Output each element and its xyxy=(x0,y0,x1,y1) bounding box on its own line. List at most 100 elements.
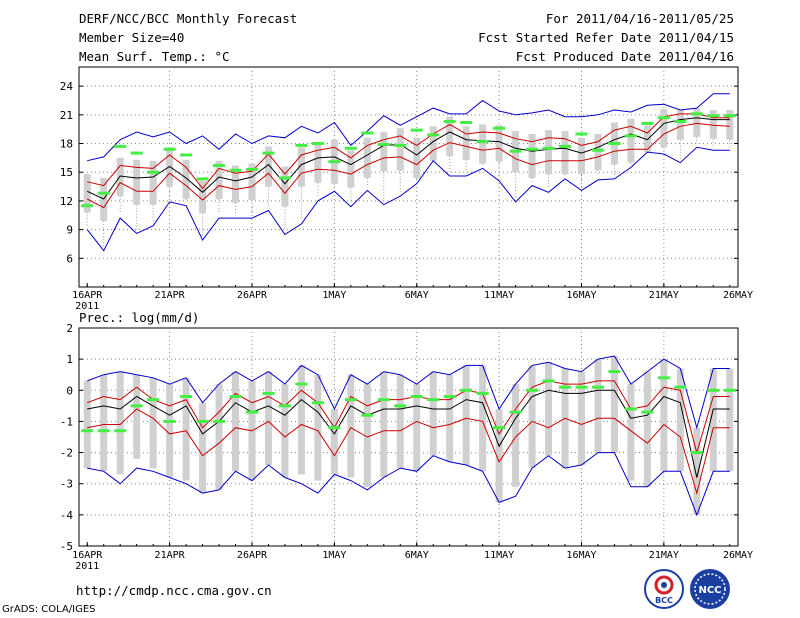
prec-spread-box xyxy=(281,384,289,478)
temp-member-mark xyxy=(229,168,242,172)
bcc-logo-text: BCC xyxy=(655,596,673,605)
temp-member-mark xyxy=(591,148,604,152)
prec-spread-box xyxy=(610,356,618,453)
fcst-produced-date: Fcst Produced Date 2011/04/16 xyxy=(515,49,734,64)
prec-lower-spread-line xyxy=(87,408,730,495)
prec-x-tick-label: 16MAY xyxy=(566,550,596,561)
prec-spread-box xyxy=(627,384,635,481)
temp-upper-spread-line xyxy=(87,113,730,190)
temp-spread-box xyxy=(297,147,305,187)
temp-spread-box xyxy=(413,137,421,178)
prec-y-tick-label: -1 xyxy=(60,415,73,428)
prec-x-tick-label: 11MAY xyxy=(484,550,514,561)
prec-spread-box xyxy=(232,371,240,472)
temp-member-mark xyxy=(509,149,522,153)
prec-spread-box xyxy=(215,384,223,490)
prec-spread-box xyxy=(199,402,207,494)
prec-x-tick-label: 1MAY xyxy=(322,550,346,561)
prec-spread-box xyxy=(100,374,108,472)
prec-member-mark xyxy=(262,391,275,395)
prec-min-line xyxy=(87,452,730,517)
temp-member-mark xyxy=(443,120,456,124)
temp-member-mark xyxy=(262,151,275,155)
bcc-logo: BCC xyxy=(644,569,684,609)
prec-member-mark xyxy=(460,388,473,392)
temp-x-tick-label: 21APR xyxy=(155,290,186,301)
temp-spread-box xyxy=(429,126,437,161)
prec-y-tick-label: -5 xyxy=(60,540,73,553)
prec-spread-box xyxy=(396,374,404,469)
temp-member-mark xyxy=(608,142,621,146)
temp-spread-box xyxy=(676,110,684,140)
temp-spread-box xyxy=(577,137,585,175)
temp-spread-box xyxy=(709,110,717,139)
prec-member-mark xyxy=(377,398,390,402)
source-url[interactable]: http://cmdp.ncc.cma.gov.cn xyxy=(76,583,272,598)
prec-member-mark xyxy=(311,401,324,405)
temp-member-mark xyxy=(690,112,703,116)
prec-member-mark xyxy=(394,404,407,408)
member-size: Member Size=40 xyxy=(79,30,185,45)
prec-member-mark xyxy=(641,410,654,414)
prec-y-tick-label: -2 xyxy=(60,447,73,460)
prec-x-tick-label: 26MAY xyxy=(723,550,753,561)
prec-spread-box xyxy=(330,408,338,475)
prec-member-mark xyxy=(410,395,423,399)
prec-member-mark xyxy=(674,385,687,389)
prec-spread-box xyxy=(446,374,454,462)
prec-member-mark xyxy=(245,410,258,414)
prec-member-mark xyxy=(344,398,357,402)
temp-member-mark xyxy=(723,114,736,118)
prec-y-tick-label: -3 xyxy=(60,478,73,491)
prec-member-mark xyxy=(657,376,670,380)
prec-member-mark xyxy=(278,404,291,408)
temp-spread-box xyxy=(314,142,322,183)
prec-member-mark xyxy=(509,410,522,414)
prec-x-tick-label: 26APR xyxy=(237,550,268,561)
prec-title: Prec.: log(mm/d) xyxy=(79,310,199,325)
prec-member-mark xyxy=(180,395,193,399)
ncc-emblem-icon: NCC xyxy=(694,573,726,605)
prec-member-mark xyxy=(559,385,572,389)
temp-member-mark xyxy=(213,164,226,168)
temp-member-mark xyxy=(278,176,291,180)
prec-spread-box xyxy=(594,359,602,453)
ncc-logo: NCC xyxy=(690,569,730,609)
prec-spread-box xyxy=(297,365,305,475)
chart-title: DERF/NCC/BCC Monthly Forecast xyxy=(79,11,298,26)
prec-spread-box xyxy=(149,377,157,469)
temp-member-mark xyxy=(311,142,324,146)
temp-spread-box xyxy=(281,166,289,207)
prec-member-mark xyxy=(575,385,588,389)
temp-member-mark xyxy=(81,204,94,208)
temp-y-tick-label: 12 xyxy=(60,195,73,208)
temp-y-tick-label: 18 xyxy=(60,138,73,151)
temp-y-tick-label: 9 xyxy=(66,224,73,237)
prec-spread-box xyxy=(363,384,371,487)
temp-member-mark xyxy=(657,116,670,120)
prec-spread-box xyxy=(479,365,487,472)
temp-member-mark xyxy=(575,132,588,136)
temp-x-tick-label: 16APR xyxy=(72,290,103,301)
prec-spread-box xyxy=(693,427,701,515)
forecast-period: For 2011/04/16-2011/05/25 xyxy=(545,11,734,26)
temp-spread-box xyxy=(479,124,487,164)
prec-spread-box xyxy=(429,371,437,456)
temp-spread-box xyxy=(380,132,388,172)
prec-member-mark xyxy=(81,429,94,433)
temp-spread-box xyxy=(693,108,701,137)
prec-member-mark xyxy=(476,391,489,395)
temp-spread-box xyxy=(248,163,256,200)
prec-spread-box xyxy=(347,374,355,478)
prec-spread-box xyxy=(643,371,651,487)
temp-member-mark xyxy=(130,151,143,155)
temp-spread-box xyxy=(133,159,141,205)
prec-y-tick-label: 0 xyxy=(66,384,73,397)
temp-spread-box xyxy=(116,157,124,197)
temp-spread-box xyxy=(347,150,355,188)
temp-x-tick-label: 26MAY xyxy=(723,290,753,301)
prec-member-mark xyxy=(624,407,637,411)
temp-x-tick-label: 11MAY xyxy=(484,290,514,301)
prec-spread-box xyxy=(726,368,734,472)
prec-member-mark xyxy=(493,426,506,430)
